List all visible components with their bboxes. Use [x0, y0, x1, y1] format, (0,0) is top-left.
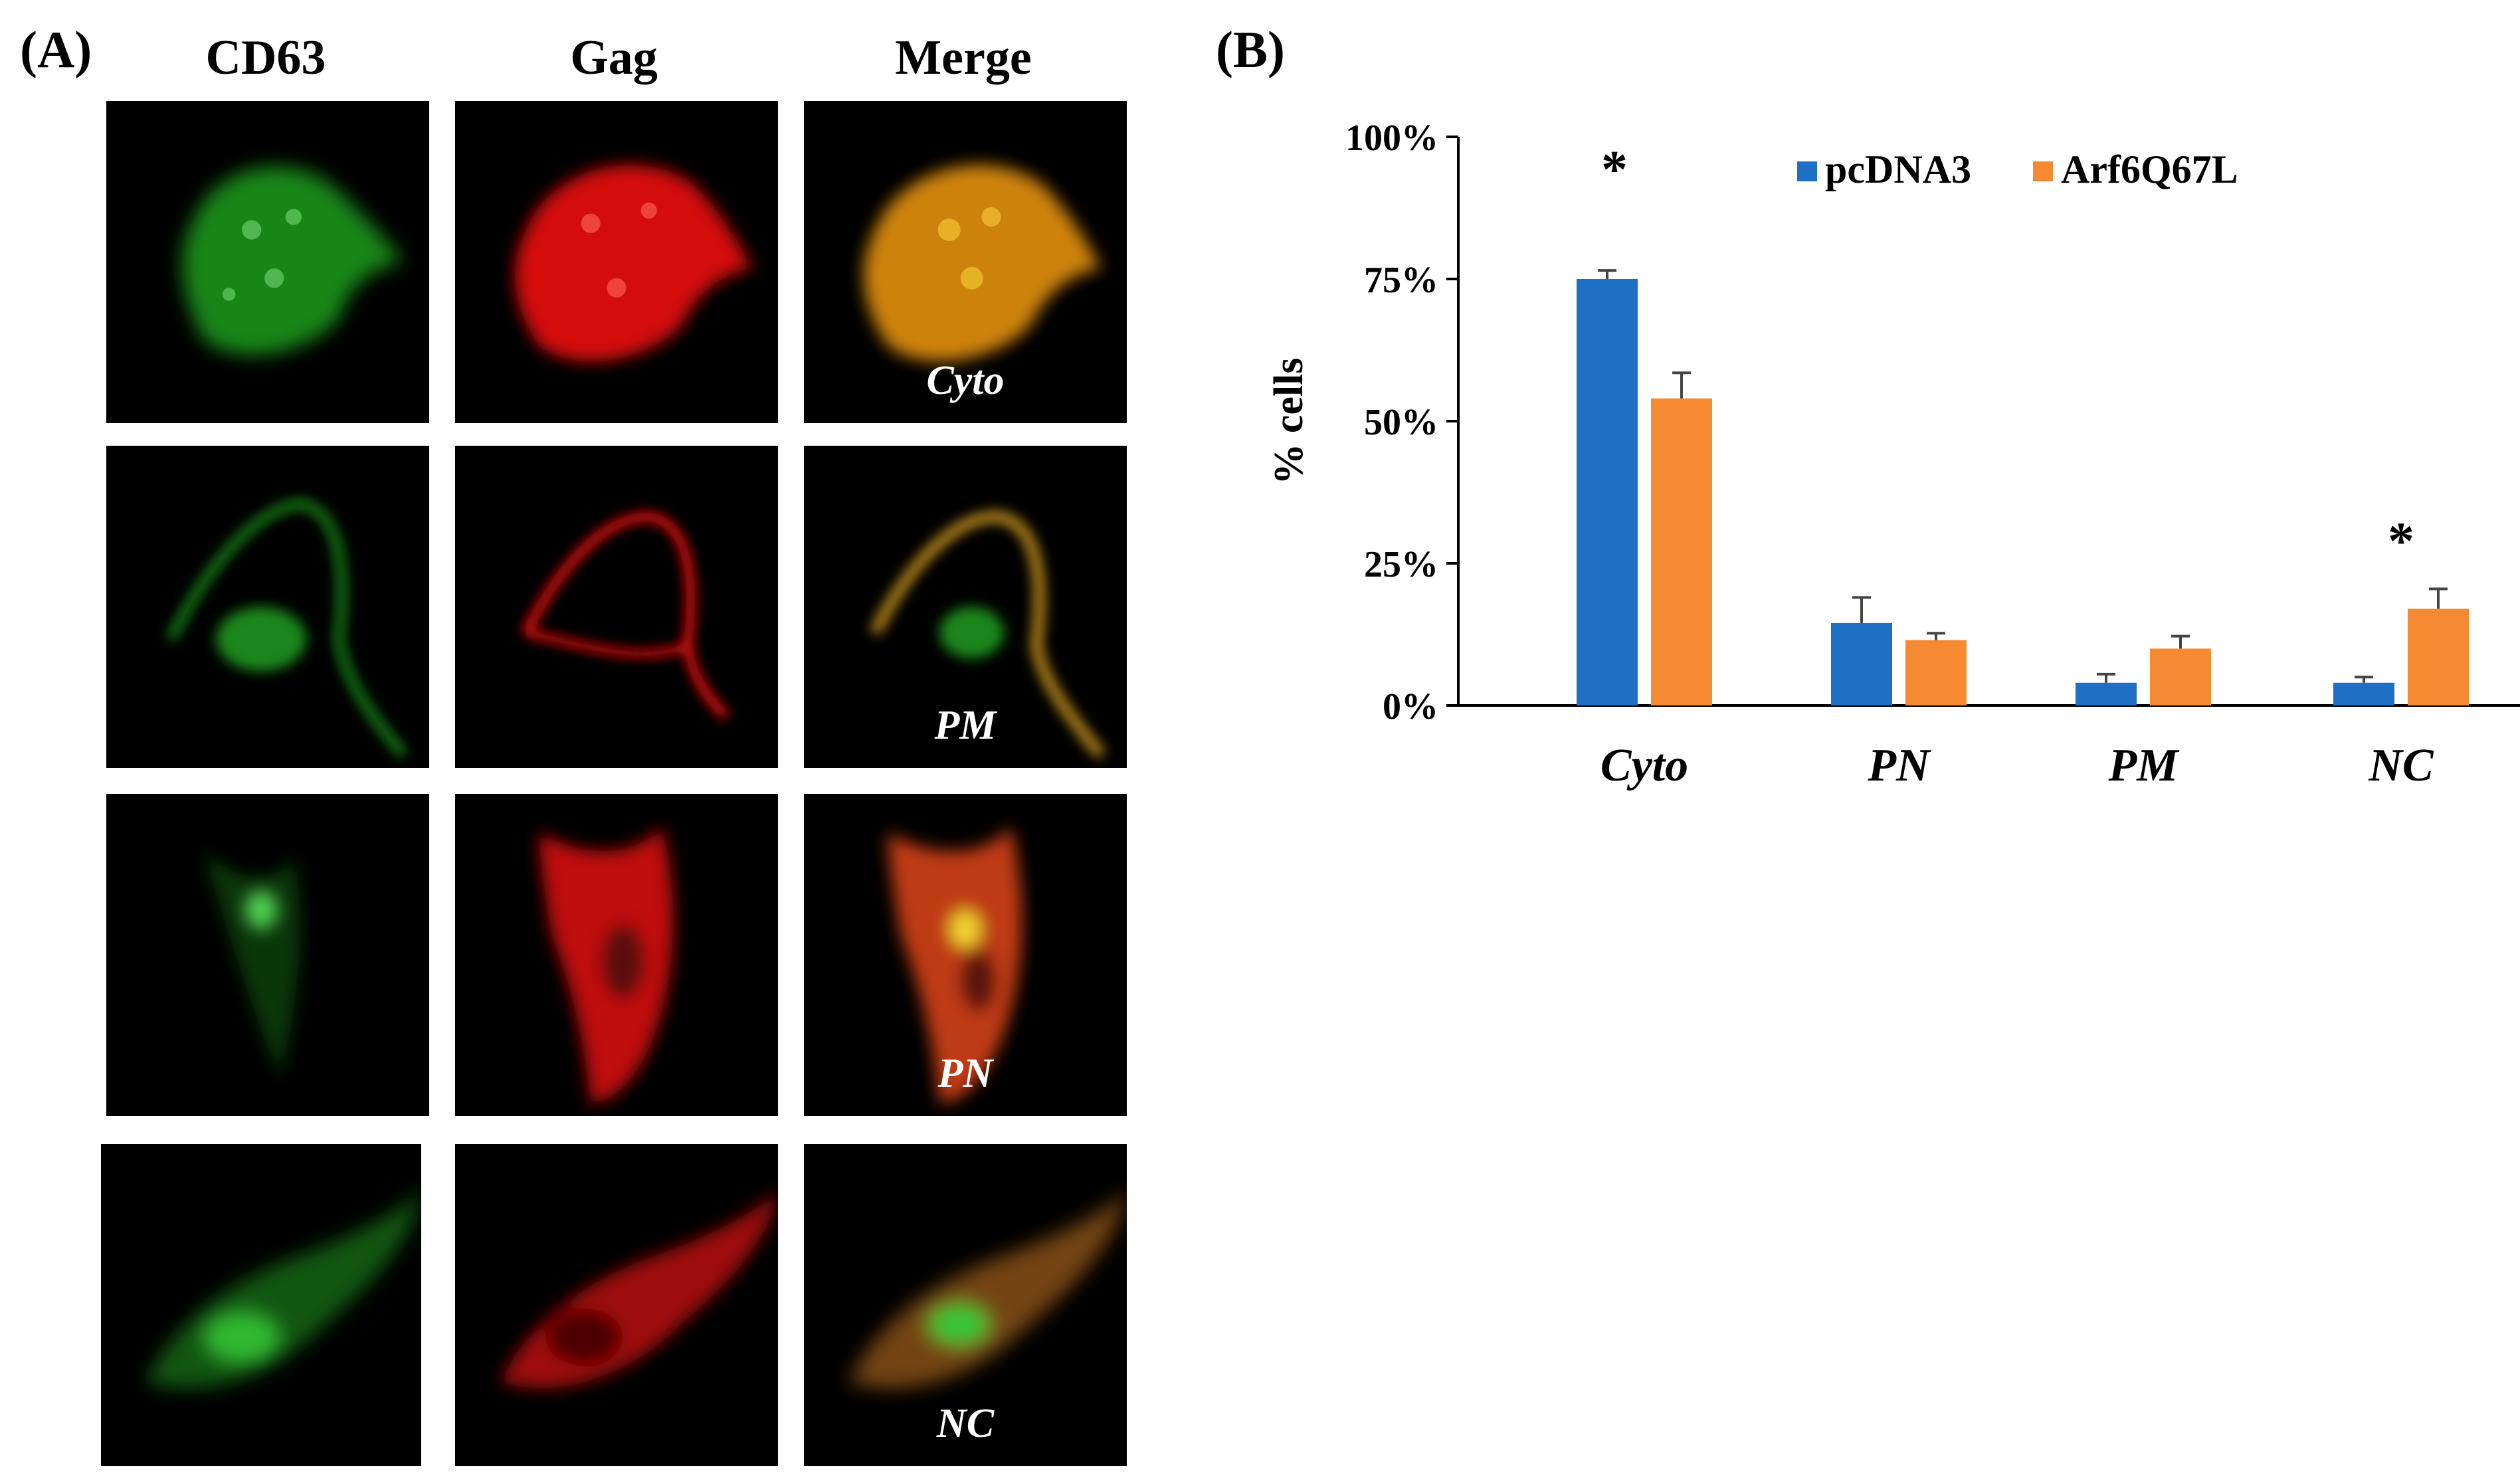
micrograph-merge-nc: NC — [804, 1144, 1127, 1466]
micrograph-label-cyto: Cyto — [926, 358, 1005, 403]
micrograph-merge-cyto: Cyto — [804, 101, 1127, 423]
bar-Arf6Q67L-PN — [1905, 640, 1967, 705]
bar-Arf6Q67L-Cyto — [1651, 398, 1712, 705]
micrograph-cd63-nc — [101, 1144, 421, 1466]
y-tick-label: 0% — [1383, 686, 1438, 727]
significance-marker: * — [2388, 513, 2414, 571]
micrograph-label-pm: PM — [934, 703, 997, 748]
bar-chart: 0% 25% 50% 75% 100% % cells Cyto PN PM NC * * pcDN… — [1169, 66, 2520, 850]
micrograph-gag-nc — [455, 1144, 778, 1466]
y-tick-label: 25% — [1364, 544, 1438, 585]
micrograph-merge-pn: PN — [804, 794, 1127, 1116]
x-tick-label-PM: PM — [2108, 740, 2181, 791]
x-tick-label-Cyto: Cyto — [1600, 740, 1688, 791]
y-tick-label: 75% — [1364, 260, 1438, 301]
chart-axes: 0% 25% 50% 75% 100% % cells — [1266, 118, 2520, 727]
bar-Arf6Q67L-NC — [2408, 608, 2469, 705]
x-tick-label-NC: NC — [2368, 740, 2434, 791]
micrograph-gag-cyto — [455, 101, 778, 423]
x-tick-label-PN: PN — [1867, 740, 1931, 791]
bar-pcDNA3-PN — [1831, 622, 1892, 705]
bar-pcDNA3-Cyto — [1577, 279, 1638, 705]
y-axis-title: % cells — [1266, 357, 1311, 484]
panel-b-label: (B) — [1216, 21, 1285, 78]
bar-pcDNA3-PM — [2076, 682, 2137, 705]
micrograph-gag-pn — [455, 794, 778, 1116]
y-tick-label: 50% — [1364, 402, 1438, 443]
chart-bars — [1577, 269, 2469, 705]
micrograph-cd63-pn — [106, 794, 429, 1116]
legend-swatch-Arf6Q67L — [2033, 161, 2053, 181]
legend-label-pcDNA3: pcDNA3 — [1825, 147, 1971, 191]
legend-label-Arf6Q67L: Arf6Q67L — [2061, 147, 2238, 191]
micrograph-label-nc: NC — [936, 1401, 995, 1446]
column-header-gag: Gag — [570, 31, 658, 85]
chart-svg: 0% 25% 50% 75% 100% % cells Cyto PN PM NC * * pcDN… — [1266, 118, 2520, 791]
panel-a-label: (A) — [20, 21, 92, 78]
bar-pcDNA3-NC — [2333, 682, 2394, 705]
column-header-merge: Merge — [895, 31, 1032, 85]
bar-Arf6Q67L-PM — [2150, 648, 2211, 705]
micrograph-cd63-cyto — [106, 101, 429, 423]
micrograph-gag-pm — [455, 446, 778, 768]
significance-marker: * — [1601, 141, 1628, 199]
micrograph-cd63-pm — [106, 446, 429, 768]
y-tick-label: 100% — [1345, 118, 1438, 159]
chart-labels: Cyto PN PM NC * * — [1600, 141, 2434, 791]
chart-legend: pcDNA3 Arf6Q67L — [1797, 147, 2238, 191]
legend-swatch-pcDNA3 — [1797, 161, 1817, 181]
column-header-cd63: CD63 — [205, 31, 326, 85]
micrograph-merge-pm: PM — [804, 446, 1127, 768]
micrograph-label-pn: PN — [937, 1051, 993, 1096]
